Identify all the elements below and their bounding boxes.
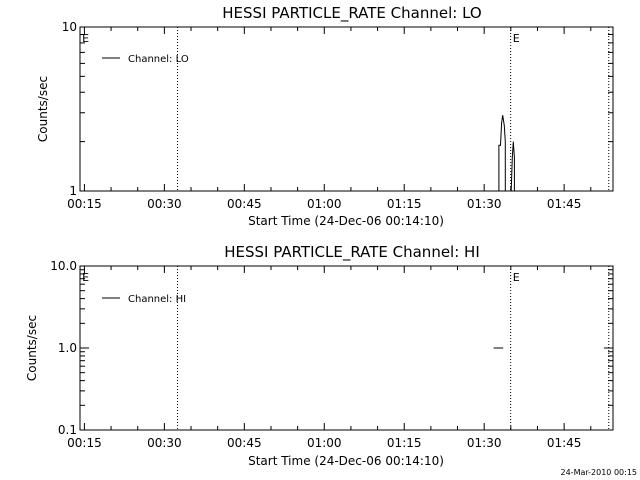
- panel-hi: HESSI PARTICLE_RATE Channel: HI 00:15 00:…: [25, 243, 614, 468]
- plot-frame: [79, 26, 614, 192]
- chart-title: HESSI PARTICLE_RATE Channel: LO: [222, 4, 481, 23]
- x-axis: 00:15 00:30 00:45 01:00 01:15 01:30 01:45: [67, 27, 592, 211]
- x-tick-label: 00:15: [67, 197, 102, 211]
- x-tick-label: 01:45: [547, 197, 582, 211]
- legend-label-hi: Channel: HI: [128, 294, 186, 305]
- x-tick-label: 00:15: [67, 436, 102, 450]
- x-tick-label: 00:30: [147, 197, 182, 211]
- x-tick-label: 00:30: [147, 436, 182, 450]
- event-marker: E: [513, 271, 520, 284]
- panel-lo: HESSI PARTICLE_RATE Channel: LO 00:15 00:…: [36, 4, 614, 228]
- y-axis-label: Counts/sec: [36, 76, 50, 142]
- x-tick-label: 01:00: [307, 197, 342, 211]
- y-tick-label: 1.0: [58, 341, 77, 355]
- y-axis: 0.1 1.0 10.0: [50, 259, 613, 437]
- series-layer: [496, 115, 516, 192]
- x-tick-label: 00:45: [227, 436, 262, 450]
- x-axis-label: Start Time (24-Dec-06 00:14:10): [248, 454, 444, 468]
- y-tick-label: 10: [62, 20, 77, 34]
- plot-frame: [79, 265, 614, 431]
- y-tick-label: 10.0: [50, 259, 77, 273]
- series-line: [496, 115, 516, 192]
- event-marker: E: [82, 271, 89, 284]
- event-marker: E: [82, 32, 89, 45]
- x-axis: 00:15 00:30 00:45 01:00 01:15 01:30 01:45: [67, 266, 592, 450]
- x-tick-label: 01:30: [467, 197, 502, 211]
- y-axis-label: Counts/sec: [25, 315, 39, 381]
- x-tick-label: 01:30: [467, 436, 502, 450]
- x-tick-label: 01:15: [387, 197, 422, 211]
- y-axis: 1 10: [62, 20, 613, 198]
- x-tick-label: 01:15: [387, 436, 422, 450]
- x-tick-label: 01:45: [547, 436, 582, 450]
- legend: Channel: HI: [102, 294, 186, 305]
- legend-label-lo: Channel: LO: [128, 54, 189, 65]
- x-axis-label: Start Time (24-Dec-06 00:14:10): [248, 214, 444, 228]
- y-tick-label: 1: [69, 184, 77, 198]
- footer-timestamp: 24-Mar-2010 00:15: [561, 468, 638, 477]
- legend: Channel: LO: [102, 54, 189, 65]
- x-tick-label: 01:00: [307, 436, 342, 450]
- y-tick-label: 0.1: [58, 423, 77, 437]
- event-marker: E: [513, 32, 520, 45]
- x-tick-label: 00:45: [227, 197, 262, 211]
- chart-title: HESSI PARTICLE_RATE Channel: HI: [224, 243, 480, 262]
